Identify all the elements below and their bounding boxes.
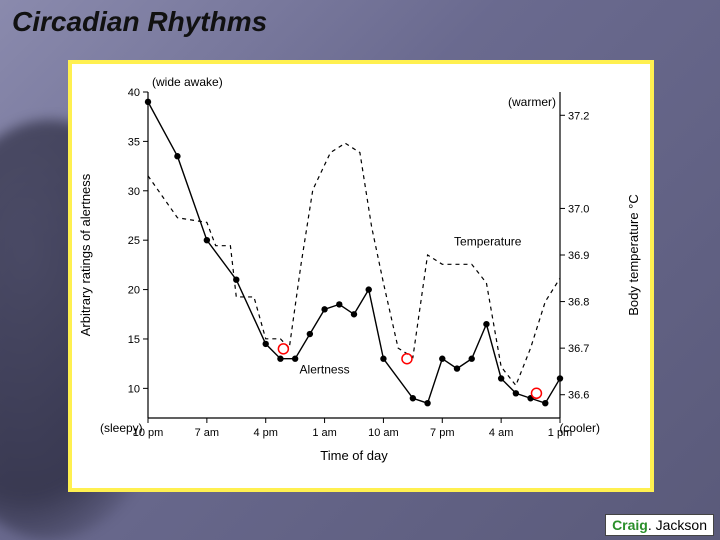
- svg-text:40: 40: [128, 87, 140, 99]
- svg-text:20: 20: [128, 285, 140, 297]
- slide-title: Circadian Rhythms: [12, 6, 267, 38]
- circadian-chart: 10 15 20 25 30 35 40 36.6 36.7 36.8 36.9 37.0 37.2 10…: [72, 64, 650, 488]
- svg-text:Body temperature °C: Body temperature °C: [626, 194, 641, 316]
- chart-container: 10 15 20 25 30 35 40 36.6 36.7 36.8 36.9 37.0 37.2 10…: [68, 60, 654, 492]
- svg-text:25: 25: [128, 235, 140, 247]
- svg-text:Alertness: Alertness: [300, 363, 350, 377]
- svg-text:36.8: 36.8: [568, 297, 589, 309]
- svg-text:36.9: 36.9: [568, 250, 589, 262]
- svg-text:7 pm: 7 pm: [430, 427, 454, 439]
- svg-text:4 pm: 4 pm: [253, 427, 277, 439]
- slide: Circadian Rhythms 10 15 20 25 30 35 40 36.6 36.7…: [0, 0, 720, 540]
- svg-text:Temperature: Temperature: [454, 235, 522, 249]
- svg-text:36.6: 36.6: [568, 390, 589, 402]
- svg-text:30: 30: [128, 186, 140, 198]
- svg-text:Arbitrary ratings of alertness: Arbitrary ratings of alertness: [78, 173, 93, 336]
- svg-text:1 am: 1 am: [312, 427, 336, 439]
- svg-text:37.2: 37.2: [568, 110, 589, 122]
- svg-text:37.0: 37.0: [568, 203, 589, 215]
- svg-text:10 am: 10 am: [368, 427, 399, 439]
- credit-last: Jackson: [656, 517, 707, 533]
- svg-text:(cooler): (cooler): [559, 421, 600, 435]
- svg-text:7 am: 7 am: [195, 427, 219, 439]
- svg-text:35: 35: [128, 136, 140, 148]
- svg-text:(sleepy): (sleepy): [100, 421, 143, 435]
- svg-text:15: 15: [128, 334, 140, 346]
- credit-badge: Craig. Jackson: [605, 514, 714, 536]
- svg-text:(wide awake): (wide awake): [152, 75, 223, 89]
- svg-text:(warmer): (warmer): [508, 95, 556, 109]
- svg-text:Time of day: Time of day: [320, 448, 388, 463]
- svg-text:36.7: 36.7: [568, 343, 589, 355]
- svg-text:4 am: 4 am: [489, 427, 513, 439]
- credit-first: Craig: [612, 517, 648, 533]
- svg-text:10: 10: [128, 383, 140, 395]
